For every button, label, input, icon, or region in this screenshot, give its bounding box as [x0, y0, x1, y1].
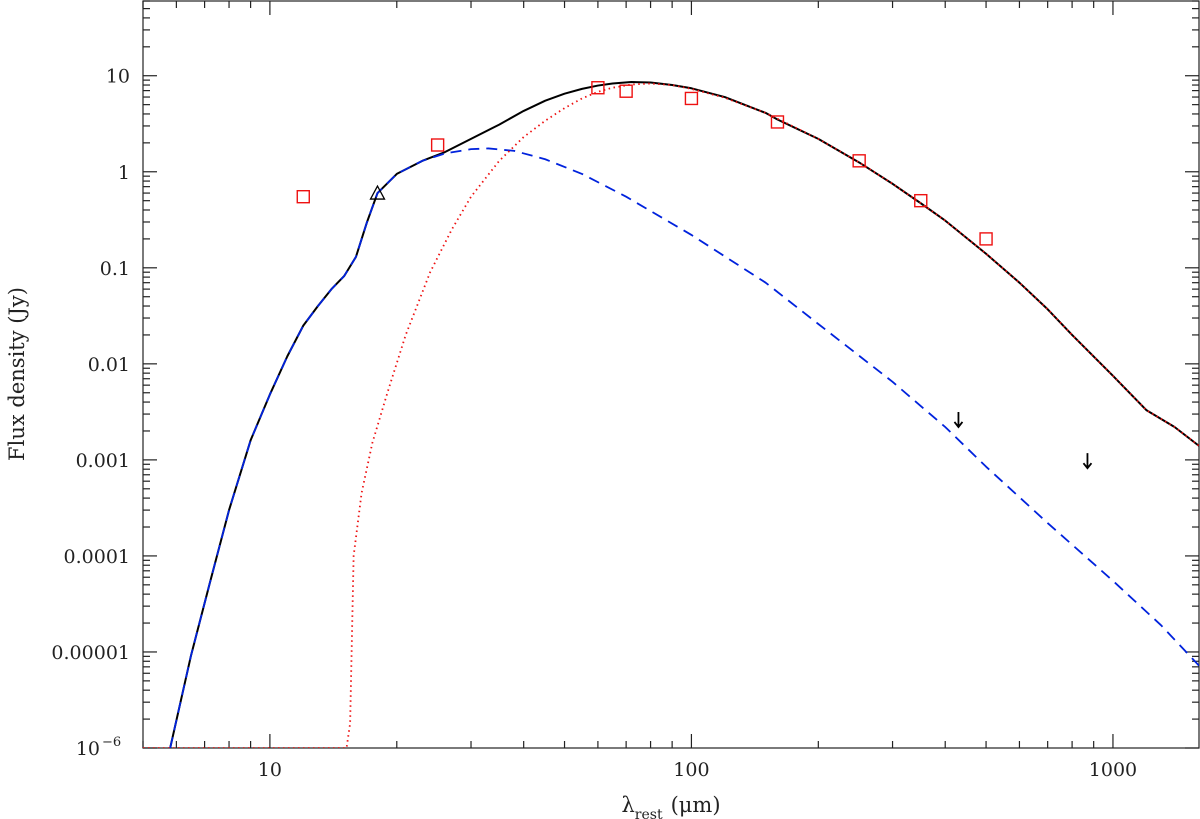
- series-line-dotted: [143, 82, 1199, 748]
- y-tick-label-exponent: −6: [102, 735, 121, 750]
- data-point-square: [296, 190, 310, 204]
- y-tick-label: 0.00001: [51, 642, 130, 664]
- y-tick-label: 0.001: [76, 450, 130, 472]
- x-tick-label: 1000: [1089, 759, 1137, 781]
- y-axis-label: Flux density (Jy): [5, 287, 29, 461]
- x-axis-label-main: λ: [621, 793, 634, 817]
- data-point-square: [914, 193, 928, 208]
- y-tick-label: 10: [76, 738, 100, 760]
- x-axis-label-unit: (μm): [671, 793, 721, 817]
- axis-ticks: [142, 0, 1199, 749]
- data-point-square: [979, 232, 993, 246]
- upper-limit-arrow: [953, 412, 964, 429]
- data-point-square: [770, 115, 785, 129]
- data-point-triangle: [369, 184, 386, 200]
- marker-layer: [296, 81, 1093, 470]
- x-axis-label-subscript: rest: [635, 807, 663, 819]
- data-point-square: [430, 138, 445, 152]
- x-tick-label: 10: [258, 759, 282, 781]
- upper-limit-arrow: [1082, 453, 1093, 470]
- data-point-square: [852, 154, 866, 168]
- series-layer: [143, 81, 1199, 748]
- x-axis-label: λrest (μm): [621, 793, 720, 819]
- series-line-solid: [169, 81, 1199, 748]
- y-tick-label: 0.0001: [64, 546, 130, 568]
- x-tick-label: 100: [673, 759, 709, 781]
- data-point-square: [591, 81, 605, 95]
- y-tick-label: 10: [106, 66, 130, 88]
- plot-frame: [142, 0, 1200, 749]
- data-point-square: [619, 84, 633, 98]
- y-tick-label: 1: [118, 162, 130, 184]
- series-line-dashed: [169, 147, 1199, 748]
- y-tick-label: 0.1: [100, 258, 130, 280]
- y-tick-label: 0.01: [88, 354, 130, 376]
- data-point-square: [684, 91, 699, 106]
